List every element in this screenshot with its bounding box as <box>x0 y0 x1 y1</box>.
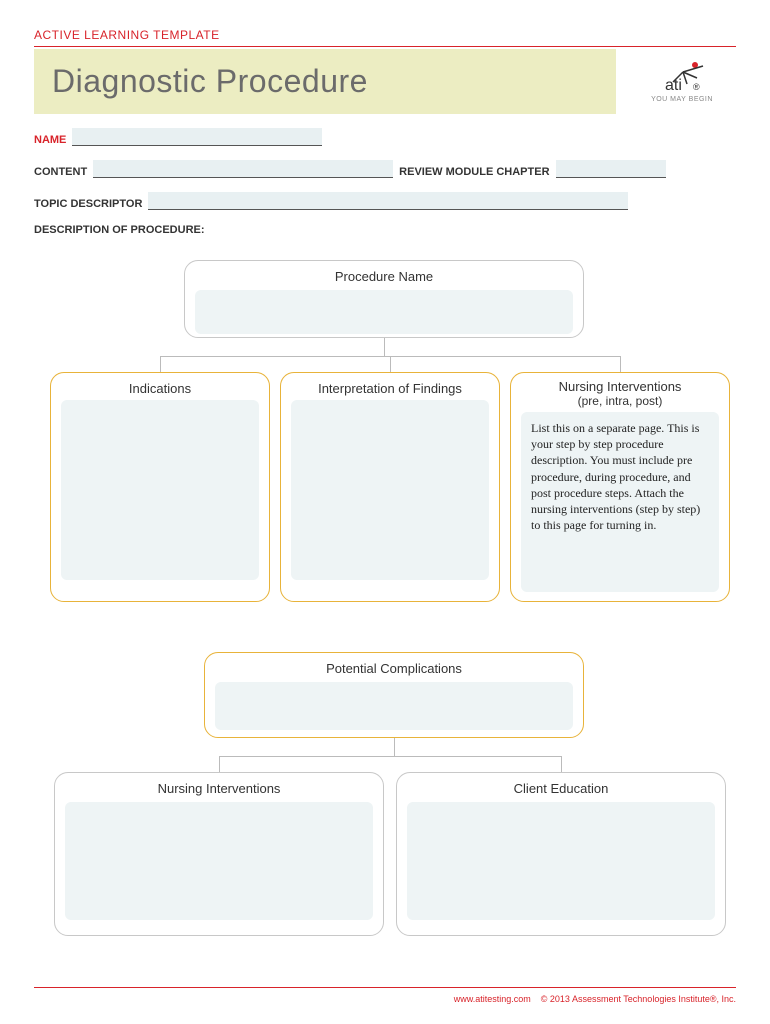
footer-url: www.atitesting.com <box>454 994 531 1004</box>
procedure-name-title: Procedure Name <box>185 261 583 284</box>
nursing2-title: Nursing Interventions <box>55 773 383 796</box>
connector <box>390 356 391 372</box>
topic-row: TOPIC DESCRIPTOR <box>34 192 736 210</box>
logo-tagline: YOU MAY BEGIN <box>651 96 713 103</box>
connector <box>394 738 395 756</box>
interpretation-box: Interpretation of Findings <box>280 372 500 602</box>
topic-label: TOPIC DESCRIPTOR <box>34 198 142 210</box>
review-field[interactable] <box>556 160 666 178</box>
page-title: Diagnostic Procedure <box>52 63 598 100</box>
footer-rule <box>34 987 736 988</box>
header-rule <box>34 46 736 47</box>
indications-box: Indications <box>50 372 270 602</box>
connector <box>384 338 385 356</box>
client-education-box: Client Education <box>396 772 726 936</box>
diagram-area: Procedure Name Indications Interpretatio… <box>34 260 736 950</box>
nursing-title: Nursing Interventions <box>511 373 729 394</box>
potential-field[interactable] <box>215 682 573 730</box>
topic-field[interactable] <box>148 192 628 210</box>
connector <box>219 756 561 757</box>
name-label: NAME <box>34 134 66 146</box>
interpretation-field[interactable] <box>291 400 489 580</box>
footer-text: www.atitesting.com © 2013 Assessment Tec… <box>454 994 736 1004</box>
nursing-interventions-box: Nursing Interventions (pre, intra, post)… <box>510 372 730 602</box>
name-row: NAME <box>34 128 736 146</box>
client-ed-title: Client Education <box>397 773 725 796</box>
interpretation-title: Interpretation of Findings <box>281 373 499 396</box>
title-row: Diagnostic Procedure ati ® YOU MAY BEGIN <box>34 49 736 114</box>
content-row: CONTENT REVIEW MODULE CHAPTER <box>34 160 736 178</box>
indications-field[interactable] <box>61 400 259 580</box>
header-label: ACTIVE LEARNING TEMPLATE <box>34 28 736 42</box>
review-label: REVIEW MODULE CHAPTER <box>399 166 549 178</box>
indications-title: Indications <box>51 373 269 396</box>
connector <box>219 756 220 772</box>
nursing2-field[interactable] <box>65 802 373 920</box>
title-banner: Diagnostic Procedure <box>34 49 616 114</box>
ati-logo-icon: ati ® <box>653 60 711 94</box>
nursing-body-text: List this on a separate page. This is yo… <box>521 412 719 592</box>
logo-area: ati ® YOU MAY BEGIN <box>616 49 736 114</box>
procedure-name-field[interactable] <box>195 290 573 334</box>
connector <box>620 356 621 372</box>
name-field[interactable] <box>72 128 322 146</box>
description-label: DESCRIPTION OF PROCEDURE: <box>34 224 736 236</box>
client-ed-field[interactable] <box>407 802 715 920</box>
potential-title: Potential Complications <box>205 653 583 676</box>
nursing-interventions-2-box: Nursing Interventions <box>54 772 384 936</box>
connector <box>160 356 161 372</box>
svg-text:ati: ati <box>665 77 682 94</box>
connector <box>561 756 562 772</box>
nursing-subtitle: (pre, intra, post) <box>511 394 729 408</box>
content-field[interactable] <box>93 160 393 178</box>
footer-copyright: © 2013 Assessment Technologies Institute… <box>541 994 736 1004</box>
content-label: CONTENT <box>34 166 87 178</box>
procedure-name-box: Procedure Name <box>184 260 584 338</box>
svg-text:®: ® <box>693 82 700 92</box>
potential-complications-box: Potential Complications <box>204 652 584 738</box>
page: ACTIVE LEARNING TEMPLATE Diagnostic Proc… <box>0 0 770 970</box>
